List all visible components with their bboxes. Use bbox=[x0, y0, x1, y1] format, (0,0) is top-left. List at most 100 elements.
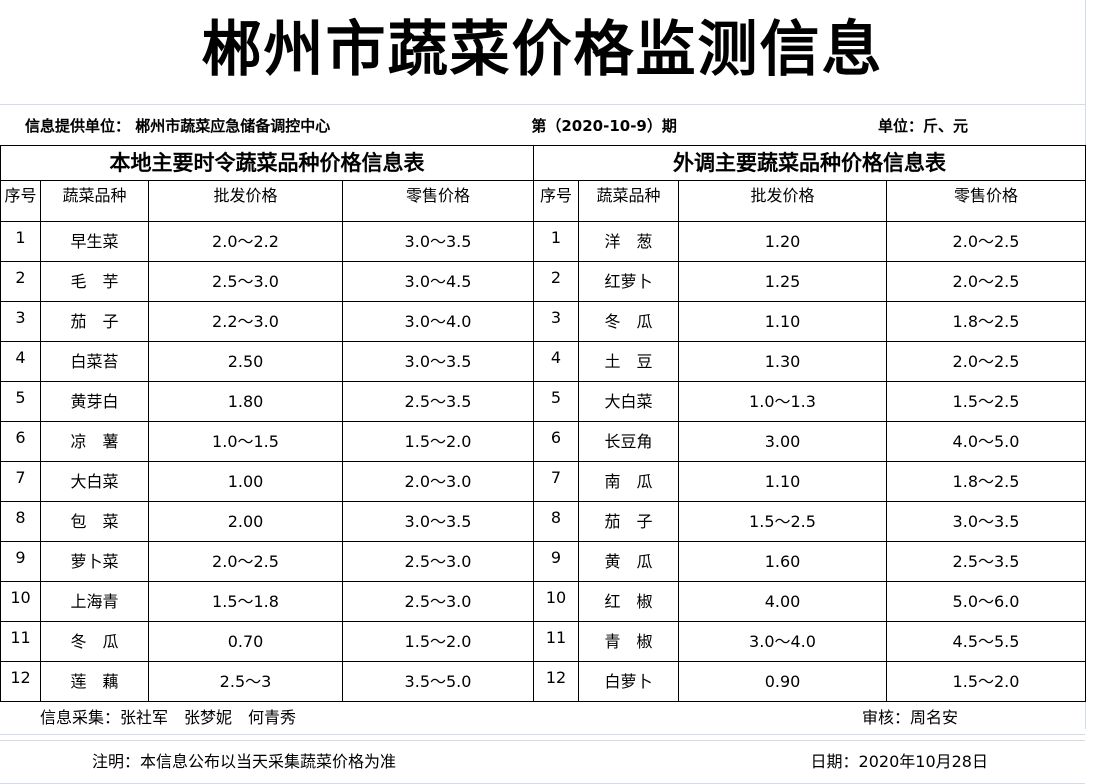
table-row: 10 上海青 1.5～1.8 2.5～3.0 10 红 椒 4.00 5.0～6.0 bbox=[0, 581, 1086, 622]
external-cell-serial: 6 bbox=[533, 421, 579, 462]
external-cell-vegetable: 大白菜 bbox=[578, 381, 679, 422]
table-row: 11 冬 瓜 0.70 1.5～2.0 11 青 椒 3.0～4.0 4.5～5.5 bbox=[0, 621, 1086, 662]
external-cell-serial: 2 bbox=[533, 261, 579, 302]
local-cell-serial: 11 bbox=[0, 621, 41, 662]
local-cell-serial: 8 bbox=[0, 501, 41, 542]
local-cell-vegetable: 毛 芋 bbox=[40, 261, 149, 302]
external-cell-vegetable: 长豆角 bbox=[578, 421, 679, 462]
external-cell-retail-price: 2.0～2.5 bbox=[886, 341, 1086, 382]
external-cell-vegetable: 冬 瓜 bbox=[578, 301, 679, 342]
local-cell-retail-price: 1.5～2.0 bbox=[342, 621, 534, 662]
local-cell-serial: 4 bbox=[0, 341, 41, 382]
local-cell-vegetable: 包 菜 bbox=[40, 501, 149, 542]
external-cell-serial: 11 bbox=[533, 621, 579, 662]
external-cell-serial: 8 bbox=[533, 501, 579, 542]
local-cell-vegetable: 凉 薯 bbox=[40, 421, 149, 462]
local-cell-serial: 10 bbox=[0, 581, 41, 622]
external-cell-wholesale-price: 1.10 bbox=[678, 301, 887, 342]
local-cell-wholesale-price: 1.0～1.5 bbox=[148, 421, 343, 462]
local-cell-retail-price: 3.0～4.5 bbox=[342, 261, 534, 302]
local-cell-wholesale-price: 2.00 bbox=[148, 501, 343, 542]
external-cell-wholesale-price: 3.0～4.0 bbox=[678, 621, 887, 662]
external-cell-wholesale-price: 1.10 bbox=[678, 461, 887, 502]
external-cell-wholesale-price: 1.5～2.5 bbox=[678, 501, 887, 542]
local-cell-wholesale-price: 1.5～1.8 bbox=[148, 581, 343, 622]
local-cell-vegetable: 黄芽白 bbox=[40, 381, 149, 422]
external-cell-wholesale-price: 1.30 bbox=[678, 341, 887, 382]
local-cell-retail-price: 3.0～3.5 bbox=[342, 501, 534, 542]
external-cell-retail-price: 1.8～2.5 bbox=[886, 301, 1086, 342]
local-cell-wholesale-price: 2.50 bbox=[148, 341, 343, 382]
external-cell-serial: 4 bbox=[533, 341, 579, 382]
external-cell-wholesale-price: 4.00 bbox=[678, 581, 887, 622]
table-row: 12 莲 藕 2.5～3 3.5～5.0 12 白萝卜 0.90 1.5～2.0 bbox=[0, 661, 1086, 702]
local-cell-vegetable: 上海青 bbox=[40, 581, 149, 622]
external-cell-vegetable: 青 椒 bbox=[578, 621, 679, 662]
external-cell-retail-price: 1.5～2.5 bbox=[886, 381, 1086, 422]
external-cell-retail-price: 1.8～2.5 bbox=[886, 461, 1086, 502]
local-cell-wholesale-price: 1.80 bbox=[148, 381, 343, 422]
local-cell-vegetable: 白菜苔 bbox=[40, 341, 149, 382]
local-cell-serial: 3 bbox=[0, 301, 41, 342]
table-row: 9 萝卜菜 2.0～2.5 2.5～3.0 9 黄 瓜 1.60 2.5～3.5 bbox=[0, 541, 1086, 582]
external-cell-retail-price: 4.0～5.0 bbox=[886, 421, 1086, 462]
local-header-vegetable: 蔬菜品种 bbox=[40, 180, 149, 222]
local-cell-serial: 6 bbox=[0, 421, 41, 462]
local-cell-wholesale-price: 2.0～2.2 bbox=[148, 221, 343, 262]
local-cell-retail-price: 2.5～3.5 bbox=[342, 381, 534, 422]
local-cell-serial: 7 bbox=[0, 461, 41, 502]
external-table-title: 外调主要蔬菜品种价格信息表 bbox=[533, 145, 1086, 181]
external-cell-retail-price: 5.0～6.0 bbox=[886, 581, 1086, 622]
local-cell-retail-price: 2.0～3.0 bbox=[342, 461, 534, 502]
external-cell-wholesale-price: 1.20 bbox=[678, 221, 887, 262]
local-cell-serial: 2 bbox=[0, 261, 41, 302]
local-cell-wholesale-price: 2.0～2.5 bbox=[148, 541, 343, 582]
external-cell-wholesale-price: 1.0～1.3 bbox=[678, 381, 887, 422]
info-issue: 第（2020-10-9）期 bbox=[531, 116, 677, 135]
local-cell-vegetable: 萝卜菜 bbox=[40, 541, 149, 582]
external-cell-vegetable: 红 椒 bbox=[578, 581, 679, 622]
external-header-retail-price: 零售价格 bbox=[886, 180, 1086, 222]
local-cell-serial: 9 bbox=[0, 541, 41, 582]
external-cell-serial: 9 bbox=[533, 541, 579, 582]
external-cell-retail-price: 3.0～3.5 bbox=[886, 501, 1086, 542]
external-cell-serial: 3 bbox=[533, 301, 579, 342]
local-cell-retail-price: 3.0～3.5 bbox=[342, 221, 534, 262]
footer-collectors: 信息采集：张社军 张梦妮 何青秀 bbox=[40, 708, 297, 727]
local-cell-wholesale-price: 2.5～3.0 bbox=[148, 261, 343, 302]
local-header-wholesale-price: 批发价格 bbox=[148, 180, 343, 222]
local-cell-retail-price: 3.5～5.0 bbox=[342, 661, 534, 702]
local-cell-wholesale-price: 0.70 bbox=[148, 621, 343, 662]
external-cell-serial: 12 bbox=[533, 661, 579, 702]
external-cell-vegetable: 土 豆 bbox=[578, 341, 679, 382]
external-cell-wholesale-price: 1.60 bbox=[678, 541, 887, 582]
local-cell-retail-price: 3.0～3.5 bbox=[342, 341, 534, 382]
external-cell-vegetable: 红萝卜 bbox=[578, 261, 679, 302]
local-cell-retail-price: 2.5～3.0 bbox=[342, 581, 534, 622]
footer-row-signatures: 信息采集：张社军 张梦妮 何青秀 审核：周名安 bbox=[0, 702, 1085, 735]
external-cell-retail-price: 2.0～2.5 bbox=[886, 261, 1086, 302]
footer-date: 日期：2020年10月28日 bbox=[810, 752, 988, 771]
local-cell-vegetable: 大白菜 bbox=[40, 461, 149, 502]
external-cell-vegetable: 洋 葱 bbox=[578, 221, 679, 262]
external-cell-retail-price: 1.5～2.0 bbox=[886, 661, 1086, 702]
table-row: 7 大白菜 1.00 2.0～3.0 7 南 瓜 1.10 1.8～2.5 bbox=[0, 461, 1086, 502]
local-cell-wholesale-price: 1.00 bbox=[148, 461, 343, 502]
external-cell-serial: 10 bbox=[533, 581, 579, 622]
local-cell-vegetable: 早生菜 bbox=[40, 221, 149, 262]
price-table: 本地主要时令蔬菜品种价格信息表 外调主要蔬菜品种价格信息表 序号 蔬菜品种 批发价格… bbox=[0, 145, 1086, 702]
external-cell-vegetable: 茄 子 bbox=[578, 501, 679, 542]
local-cell-wholesale-price: 2.2～3.0 bbox=[148, 301, 343, 342]
table-row: 1 早生菜 2.0～2.2 3.0～3.5 1 洋 葱 1.20 2.0～2.5 bbox=[0, 221, 1086, 262]
info-row: 信息提供单位： 郴州市蔬菜应急储备调控中心 第（2020-10-9）期 单位：斤… bbox=[0, 105, 1085, 145]
external-header-serial: 序号 bbox=[533, 180, 579, 222]
footer-reviewer: 审核：周名安 bbox=[861, 708, 958, 727]
local-cell-vegetable: 冬 瓜 bbox=[40, 621, 149, 662]
page-title: 郴州市蔬菜价格监测信息 bbox=[0, 0, 1085, 105]
external-cell-vegetable: 南 瓜 bbox=[578, 461, 679, 502]
footer-note: 注明：本信息公布以当天采集蔬菜价格为准 bbox=[92, 752, 397, 771]
